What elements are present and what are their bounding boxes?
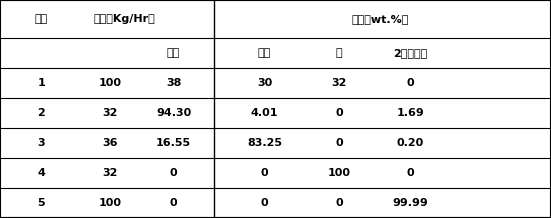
- Text: 30: 30: [257, 78, 272, 88]
- Text: 100: 100: [99, 198, 122, 208]
- Text: 3: 3: [37, 138, 45, 148]
- Text: 1: 1: [37, 78, 45, 88]
- Text: 0: 0: [407, 168, 414, 178]
- Text: 1.69: 1.69: [397, 108, 424, 118]
- Text: 38: 38: [166, 78, 181, 88]
- Text: 36: 36: [102, 138, 118, 148]
- Text: 0: 0: [261, 198, 268, 208]
- Text: 0: 0: [407, 78, 414, 88]
- Text: 99.99: 99.99: [393, 198, 428, 208]
- Text: 0: 0: [170, 168, 177, 178]
- Text: 32: 32: [102, 108, 118, 118]
- Text: 0: 0: [335, 138, 343, 148]
- Text: 100: 100: [99, 78, 122, 88]
- Text: 芳烃: 芳烃: [167, 48, 180, 58]
- Text: 5: 5: [37, 198, 45, 208]
- Text: 100: 100: [327, 168, 350, 178]
- Text: 0.20: 0.20: [397, 138, 424, 148]
- Text: 2号萃取剂: 2号萃取剂: [393, 48, 428, 58]
- Text: 0: 0: [335, 108, 343, 118]
- Text: 组成（wt.%）: 组成（wt.%）: [352, 14, 409, 24]
- Text: 4.01: 4.01: [251, 108, 278, 118]
- Text: 83.25: 83.25: [247, 138, 282, 148]
- Text: 物流: 物流: [35, 14, 48, 24]
- Text: 32: 32: [331, 78, 347, 88]
- Text: 4: 4: [37, 168, 45, 178]
- Text: 16.55: 16.55: [156, 138, 191, 148]
- Text: 0: 0: [335, 198, 343, 208]
- Text: 0: 0: [170, 198, 177, 208]
- Text: 烷烃: 烷烃: [258, 48, 271, 58]
- Text: 94.30: 94.30: [156, 108, 191, 118]
- Text: 流量（Kg/Hr）: 流量（Kg/Hr）: [93, 14, 155, 24]
- Text: 32: 32: [102, 168, 118, 178]
- Text: 0: 0: [261, 168, 268, 178]
- Text: 2: 2: [37, 108, 45, 118]
- Text: 酚: 酚: [336, 48, 342, 58]
